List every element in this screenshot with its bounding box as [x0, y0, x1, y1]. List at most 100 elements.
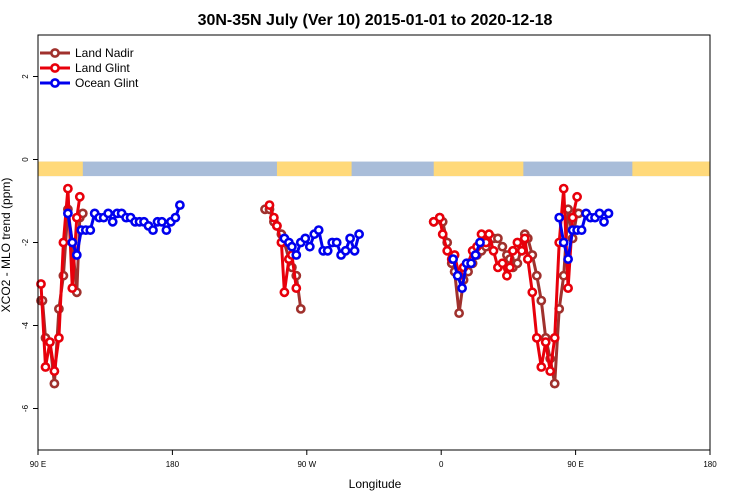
land-band-segment	[632, 161, 710, 177]
data-point-ocean-glint	[475, 237, 485, 248]
legend-item-land-nadir: Land Nadir	[40, 46, 134, 60]
data-point-ocean-glint	[576, 225, 587, 235]
data-point-ocean-glint	[594, 208, 605, 219]
data-point-land-glint	[512, 237, 523, 248]
data-point-ocean-glint	[331, 237, 342, 248]
y-tick-label: -4	[21, 321, 30, 329]
data-point-land-glint	[522, 254, 533, 264]
land-sea-band	[38, 161, 710, 177]
data-point-land-glint	[476, 229, 487, 240]
data-point-ocean-glint	[291, 250, 302, 260]
data-point-land-glint	[549, 332, 560, 343]
y-tick-label: 0	[21, 157, 30, 162]
data-point-ocean-glint	[107, 216, 118, 227]
data-point-land-glint	[536, 362, 547, 372]
data-point-ocean-glint	[300, 233, 311, 244]
data-point-ocean-glint	[354, 229, 364, 240]
land-band-segment	[38, 161, 83, 177]
legend-label: Land Glint	[75, 61, 130, 75]
data-point-land-glint	[63, 183, 73, 194]
series-ocean-glint	[63, 200, 614, 294]
data-point-land-nadir	[536, 295, 547, 306]
data-point-land-glint	[36, 279, 46, 289]
data-point-land-glint	[484, 229, 494, 240]
y-tick-label: -2	[21, 238, 30, 246]
land-band-segment	[433, 161, 524, 177]
legend-item-ocean-glint: Ocean Glint	[40, 76, 139, 90]
data-point-land-glint	[545, 366, 556, 376]
x-axis-ticks: 90 E 180 90 W 0 90 E 180	[30, 450, 717, 469]
data-point-ocean-glint	[156, 216, 167, 227]
ocean-band	[38, 161, 710, 177]
data-point-land-glint	[71, 212, 82, 223]
data-point-ocean-glint	[103, 208, 114, 219]
x-tick-label: 90 W	[297, 460, 316, 469]
legend-label: Land Nadir	[75, 46, 134, 60]
data-point-ocean-glint	[304, 241, 315, 252]
data-point-land-glint	[572, 191, 582, 202]
data-point-ocean-glint	[349, 245, 360, 256]
data-point-land-glint	[74, 191, 85, 202]
data-point-ocean-glint	[340, 245, 351, 256]
data-point-ocean-glint	[448, 254, 458, 264]
data-point-ocean-glint	[554, 212, 565, 223]
data-point-land-glint	[516, 245, 527, 256]
y-tick-label: 2	[21, 74, 30, 79]
data-point-land-glint	[49, 366, 60, 376]
data-point-land-glint	[488, 245, 499, 256]
plot-frame	[37, 34, 711, 451]
x-axis-label: Longitude	[349, 477, 402, 491]
data-point-land-glint	[268, 212, 279, 223]
data-point-land-nadir	[549, 378, 560, 389]
data-point-ocean-glint	[457, 283, 467, 293]
data-point-ocean-glint	[313, 225, 324, 235]
chart-title: 30N-35N July (Ver 10) 2015-01-01 to 2020…	[198, 12, 553, 29]
data-point-ocean-glint	[286, 241, 297, 252]
data-point-land-glint	[40, 362, 51, 372]
legend-swatch-marker	[50, 48, 60, 58]
y-axis-label: XCO2 - MLO trend (ppm)	[0, 178, 13, 313]
data-point-land-glint	[527, 287, 538, 298]
data-point-land-nadir	[49, 378, 60, 389]
data-point-land-glint	[540, 337, 551, 347]
data-point-ocean-glint	[161, 225, 172, 235]
data-point-land-glint	[54, 332, 64, 343]
data-point-land-nadir	[454, 308, 464, 318]
data-point-land-glint	[58, 237, 69, 248]
data-point-land-nadir	[492, 233, 503, 244]
data-point-land-glint	[501, 270, 512, 281]
data-point-land-glint	[519, 233, 530, 244]
data-point-ocean-glint	[558, 237, 569, 248]
data-point-land-glint	[567, 212, 578, 223]
data-point-ocean-glint	[452, 270, 463, 281]
y-tick-label: -6	[21, 404, 30, 412]
data-point-land-glint	[279, 287, 290, 298]
data-point-ocean-glint	[563, 254, 573, 264]
data-point-land-nadir	[512, 258, 523, 269]
legend-label: Ocean Glint	[75, 76, 139, 90]
data-point-land-nadir	[531, 270, 542, 281]
data-point-ocean-glint	[603, 208, 614, 219]
data-point-ocean-glint	[71, 250, 82, 260]
x-tick-label: 180	[703, 460, 717, 469]
data-point-land-nadir	[295, 303, 306, 314]
data-point-land-glint	[558, 183, 569, 194]
data-point-ocean-glint	[67, 237, 78, 248]
data-point-land-glint	[434, 212, 445, 223]
x-tick-label: 90 E	[30, 460, 46, 469]
x-tick-label: 90 E	[567, 460, 583, 469]
data-point-land-glint	[264, 200, 275, 210]
data-point-land-glint	[508, 245, 518, 256]
legend-swatch-marker	[50, 78, 60, 88]
data-point-ocean-glint	[170, 212, 181, 223]
x-tick-label: 180	[166, 460, 180, 469]
data-point-ocean-glint	[322, 245, 333, 256]
data-point-land-glint	[531, 332, 542, 343]
land-band-segment	[276, 161, 352, 177]
data-point-ocean-glint	[63, 208, 73, 219]
x-tick-label: 0	[439, 460, 444, 469]
data-point-land-glint	[497, 258, 508, 269]
data-point-land-glint	[563, 283, 573, 293]
series-layer	[36, 183, 614, 389]
